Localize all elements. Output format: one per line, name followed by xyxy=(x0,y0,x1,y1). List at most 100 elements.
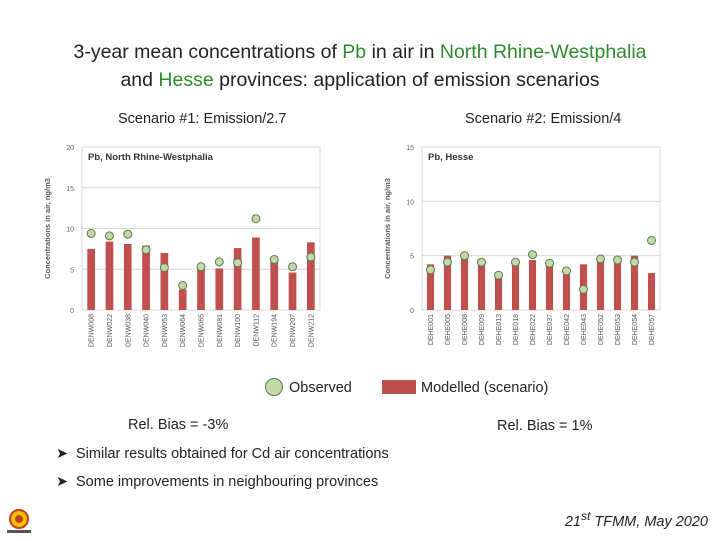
bias-left: Rel. Bias = -3% xyxy=(128,417,229,433)
legend-observed-label: Observed xyxy=(289,380,352,396)
bar-modelled xyxy=(87,248,95,310)
slide-title: 3-year mean concentrations of Pb in air … xyxy=(0,38,720,94)
arrow-bullet-icon: ➤ xyxy=(56,446,69,462)
x-tick-label: DENW053 xyxy=(162,314,169,347)
x-tick-label: DEHE008 xyxy=(462,314,469,345)
bar-modelled xyxy=(233,248,242,310)
y-axis-label: Concentrations in air, ng/m3 xyxy=(383,178,392,279)
scenario1-label: Scenario #1: Emission/2.7 xyxy=(118,111,287,127)
bar-modelled xyxy=(545,265,554,310)
footer-rest: TFMM, May 2020 xyxy=(590,514,708,530)
point-observed xyxy=(545,258,554,268)
y-tick-label: 5 xyxy=(410,254,414,261)
x-tick-label: DENW008 xyxy=(89,314,96,347)
x-tick-label: DEHE005 xyxy=(445,314,452,345)
point-observed xyxy=(233,258,243,268)
chart-hesse-svg: 0 5 10 15 Pb, Hesse Concentrations in air, ng… xyxy=(383,145,661,345)
point-observed xyxy=(477,257,486,267)
bias-right: Rel. Bias = 1% xyxy=(497,418,593,434)
point-observed xyxy=(511,257,520,267)
title-region-nrw: North Rhine-Westphalia xyxy=(439,41,647,63)
chart-nrw-svg: 0 5 10 15 20 Pb, North Rhine-Westphalia Concen… xyxy=(43,145,321,347)
point-observed xyxy=(494,270,503,280)
scenario2-label: Scenario #2: Emission/4 xyxy=(465,111,622,127)
x-tick-label: DENW038 xyxy=(125,314,132,347)
x-tick-label: DENW022 xyxy=(107,314,114,347)
footer-text: 21st TFMM, May 2020 xyxy=(565,509,708,530)
bar-modelled xyxy=(477,258,486,310)
x-tick-label: DEHE009 xyxy=(479,314,486,345)
y-tick-label: 0 xyxy=(410,308,414,315)
point-observed xyxy=(443,257,452,267)
point-observed xyxy=(460,251,469,261)
bar-modelled xyxy=(270,260,279,310)
point-observed xyxy=(579,284,588,294)
point-observed xyxy=(86,228,96,238)
x-tick-label: DEHE054 xyxy=(632,314,639,345)
title-text: provinces: application of emission scena… xyxy=(213,69,600,91)
y-tick-label: 10 xyxy=(66,227,74,234)
x-tick-label: DENW064 xyxy=(180,314,187,347)
y-tick-label: 15 xyxy=(406,145,414,152)
y-axis-label: Concentrations in air, ng/m3 xyxy=(43,178,52,279)
x-tick-label: DEHE053 xyxy=(615,314,622,345)
x-tick-label: DEHE018 xyxy=(513,314,520,345)
x-tick-label: DENW065 xyxy=(199,314,206,347)
point-observed xyxy=(288,262,298,272)
point-observed xyxy=(178,281,188,291)
bar-modelled xyxy=(647,273,656,310)
x-tick-label: DENW040 xyxy=(144,314,151,347)
footer-sup: st xyxy=(580,509,591,524)
x-tick-label: DENW207 xyxy=(290,314,297,347)
title-line-1: 3-year mean concentrations of Pb in air … xyxy=(0,38,720,66)
bar-modelled xyxy=(307,242,315,310)
y-tick-label: 15 xyxy=(66,186,74,193)
bar-modelled xyxy=(494,276,503,310)
chart-hesse: 0 5 10 15 Pb, Hesse Concentrations in air, ng… xyxy=(378,133,668,355)
footer-number: 21 xyxy=(564,514,581,530)
bar-modelled xyxy=(178,289,187,310)
point-observed xyxy=(613,255,622,265)
y-tick-label: 5 xyxy=(70,267,74,274)
bar-modelled xyxy=(596,257,605,310)
x-tick-label: DENW100 xyxy=(235,314,242,347)
point-observed xyxy=(528,250,537,260)
arrow-bullet-icon: ➤ xyxy=(56,474,69,490)
bullet-item: ➤ Similar results obtained for Cd air con… xyxy=(56,446,389,462)
point-observed xyxy=(104,231,114,241)
point-observed xyxy=(141,245,151,255)
point-observed xyxy=(196,262,206,272)
point-observed xyxy=(123,229,133,239)
point-observed xyxy=(269,254,279,264)
point-observed xyxy=(251,214,261,224)
legend-modelled-label: Modelled (scenario) xyxy=(421,380,549,396)
bar-modelled xyxy=(613,256,622,310)
x-tick-label: DEHE037 xyxy=(547,314,554,345)
y-tick-label: 0 xyxy=(70,308,74,315)
point-observed xyxy=(596,254,605,264)
bar-modelled xyxy=(460,256,469,310)
point-observed xyxy=(426,265,435,275)
title-region-hesse: Hesse xyxy=(158,69,214,91)
bar-modelled xyxy=(160,252,169,310)
x-tick-label: DEHE052 xyxy=(598,314,605,345)
plot-area xyxy=(421,146,661,311)
x-tick-label: DENW112 xyxy=(253,314,260,347)
x-tick-label: DEHE013 xyxy=(496,314,503,345)
x-tick-label: DENW212 xyxy=(308,314,315,347)
bullet-item: ➤ Some improvements in neighbouring provi… xyxy=(56,474,378,490)
chart-nrw: 0 5 10 15 20 Pb, North Rhine-Westphalia Concen… xyxy=(38,133,328,355)
bar-modelled xyxy=(443,255,452,310)
title-line-2: and Hesse provinces: application of emis… xyxy=(0,66,720,94)
bar-modelled xyxy=(630,255,639,310)
bar-modelled xyxy=(426,264,435,310)
bar-modelled xyxy=(197,267,205,310)
bar-modelled xyxy=(252,237,260,310)
y-tick-label: 20 xyxy=(66,145,74,152)
bar-modelled xyxy=(123,243,132,310)
y-tick-label: 10 xyxy=(406,199,414,206)
bar-modelled xyxy=(511,260,520,310)
bar-modelled xyxy=(215,268,224,310)
bullet-text: Similar results obtained for Cd air conc… xyxy=(76,446,389,462)
x-tick-label: DEHE022 xyxy=(530,314,537,345)
